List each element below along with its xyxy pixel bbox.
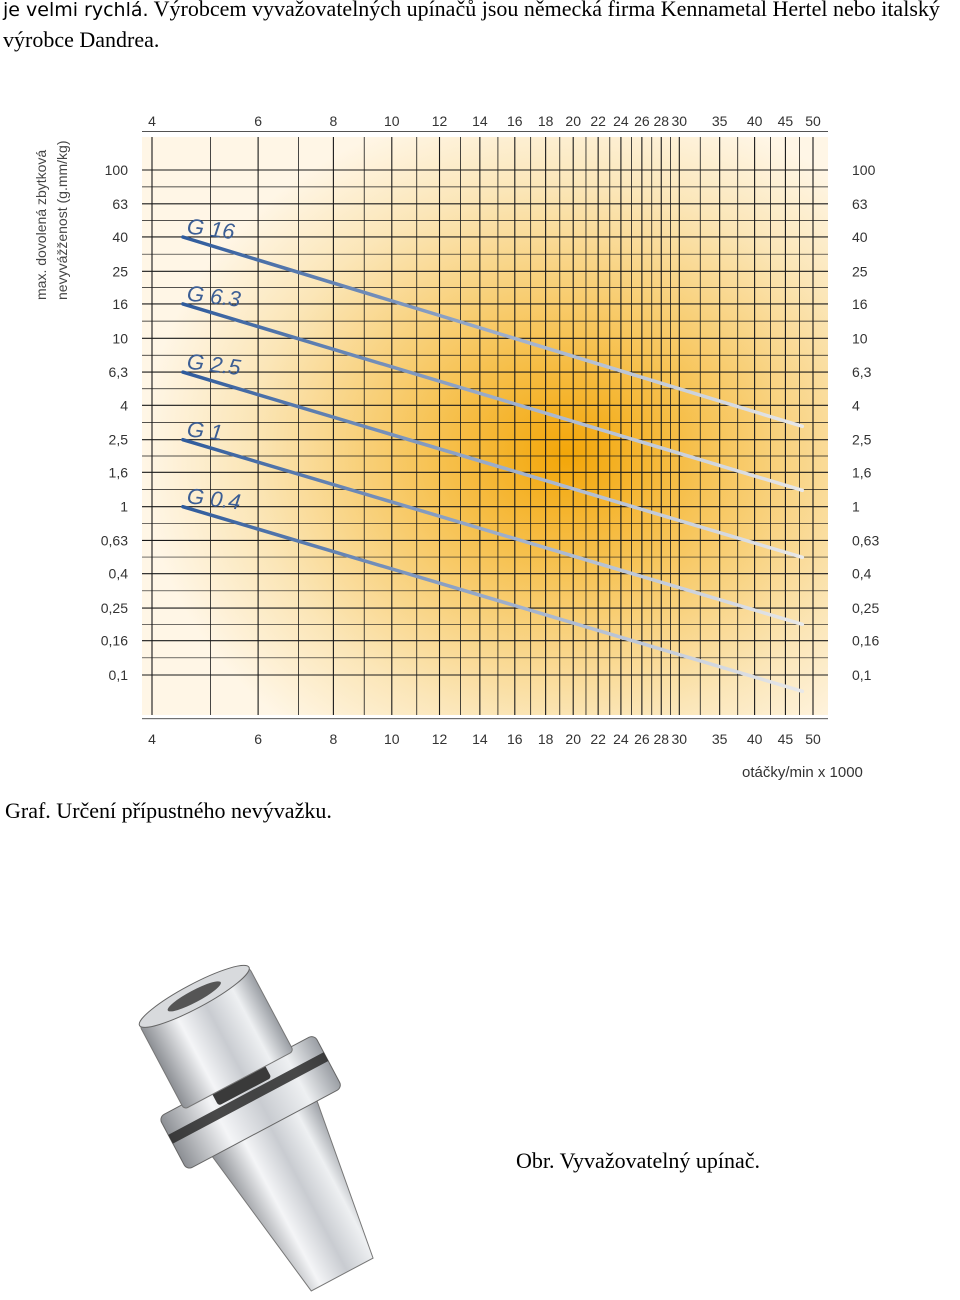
y-tick-label-left: 63 — [112, 196, 128, 212]
y-tick-label-left: 2,5 — [109, 432, 129, 448]
x-tick-label-top: 14 — [472, 113, 488, 129]
y-axis-title-line1: max. dovolená zbytková — [33, 150, 49, 300]
y-tick-label-left: 1,6 — [109, 464, 129, 480]
y-tick-labels: 100 100 63 63 40 40 25 25 16 16 10 10 6,3 6,3 4 4 2,5 2,5… — [101, 162, 880, 683]
y-tick-label-left: 1 — [120, 499, 128, 515]
x-tick-label-top: 10 — [384, 113, 400, 129]
x-tick-label-top: 45 — [778, 113, 794, 129]
y-tick-label-right: 25 — [852, 263, 868, 279]
intro-rest: Výrobcem vyvažovatelných upínačů jsou ně… — [3, 0, 940, 52]
x-tick-label-bottom: 24 — [613, 731, 629, 747]
x-tick-label-top: 20 — [565, 113, 581, 129]
x-tick-label-bottom: 8 — [330, 731, 338, 747]
figure-caption: Graf. Určení přípustného nevývažku. — [5, 798, 332, 823]
y-tick-label-right: 0,63 — [852, 532, 879, 548]
series-line — [181, 504, 805, 694]
y-tick-label-left: 40 — [112, 229, 128, 245]
y-tick-label-right: 1,6 — [852, 464, 872, 480]
x-tick-label-top: 16 — [507, 113, 523, 129]
x-tick-label-top: 24 — [613, 113, 629, 129]
x-tick-label-bottom: 26 — [634, 731, 650, 747]
chart-grid — [142, 131, 828, 720]
intro-paragraph: je velmi rychlá. Výrobcem vyvažovatelnýc… — [3, 0, 958, 55]
x-tick-label-top: 30 — [672, 113, 688, 129]
y-tick-label-left: 0,25 — [101, 600, 128, 616]
series-label: G 16 — [186, 214, 237, 245]
x-tick-label-bottom: 45 — [778, 731, 794, 747]
x-tick-label-bottom: 20 — [565, 731, 581, 747]
x-tick-label-top: 26 — [634, 113, 650, 129]
x-tick-label-top: 4 — [148, 113, 156, 129]
y-tick-label-right: 0,25 — [852, 600, 879, 616]
photo-caption: Obr. Vyvažovatelný upínač. — [516, 1148, 760, 1173]
x-tick-label-bottom: 6 — [254, 731, 262, 747]
x-tick-label-top: 28 — [653, 113, 669, 129]
y-tick-label-left: 16 — [112, 296, 128, 312]
y-tick-label-left: 10 — [112, 330, 128, 346]
y-tick-label-right: 63 — [852, 196, 868, 212]
x-tick-label-top: 8 — [330, 113, 338, 129]
y-tick-label-right: 10 — [852, 330, 868, 346]
y-tick-label-right: 4 — [852, 397, 860, 413]
balancing-chart: 4466881010121214141616181820202222242426… — [33, 113, 880, 747]
y-tick-label-right: 2,5 — [852, 432, 872, 448]
y-tick-label-left: 0,4 — [109, 566, 129, 582]
series-label: G 1 — [186, 416, 224, 445]
y-tick-label-left: 6,3 — [109, 364, 129, 380]
x-tick-label-bottom: 12 — [432, 731, 448, 747]
y-tick-label-right: 0,1 — [852, 667, 872, 683]
y-tick-label-right: 40 — [852, 229, 868, 245]
x-tick-label-bottom: 28 — [653, 731, 669, 747]
y-tick-label-left: 4 — [120, 397, 128, 413]
tool-holder-image — [138, 964, 374, 1292]
y-tick-label-right: 16 — [852, 296, 868, 312]
y-tick-label-right: 0,4 — [852, 566, 872, 582]
series-line — [181, 437, 805, 627]
x-tick-label-top: 18 — [538, 113, 554, 129]
y-tick-label-right: 1 — [852, 499, 860, 515]
x-tick-label-top: 40 — [747, 113, 763, 129]
series-line — [181, 302, 805, 493]
intro-prefix: je velmi rychlá. — [3, 0, 149, 21]
x-tick-label-bottom: 50 — [805, 731, 821, 747]
x-tick-label-bottom: 30 — [672, 731, 688, 747]
y-tick-label-left: 0,16 — [101, 633, 128, 649]
series-line — [181, 370, 805, 560]
x-tick-label-bottom: 4 — [148, 731, 156, 747]
x-axis-title: otáčky/min x 1000 — [742, 764, 863, 781]
y-tick-label-left: 25 — [112, 263, 128, 279]
x-tick-label-bottom: 22 — [590, 731, 606, 747]
y-axis-title: max. dovolená zbytková nevyvážženost (g.… — [33, 141, 70, 301]
chart-series: G 16G 6.3G 2.5G 1G 0.4 — [181, 214, 805, 694]
x-tick-label-bottom: 14 — [472, 731, 488, 747]
y-tick-label-left: 100 — [105, 162, 129, 178]
x-tick-label-top: 6 — [254, 113, 262, 129]
x-tick-label-bottom: 18 — [538, 731, 554, 747]
x-tick-label-bottom: 16 — [507, 731, 523, 747]
x-tick-label-bottom: 40 — [747, 731, 763, 747]
y-tick-label-right: 6,3 — [852, 364, 872, 380]
y-tick-label-right: 100 — [852, 162, 876, 178]
y-tick-label-left: 0,1 — [109, 667, 129, 683]
chart-background — [142, 137, 828, 715]
x-tick-label-top: 50 — [805, 113, 821, 129]
x-tick-label-top: 22 — [590, 113, 606, 129]
y-tick-label-right: 0,16 — [852, 633, 879, 649]
y-tick-label-left: 0,63 — [101, 532, 128, 548]
x-tick-label-top: 12 — [432, 113, 448, 129]
x-tick-label-bottom: 35 — [712, 731, 728, 747]
y-axis-title-line2: nevyvážženost (g.mm/kg) — [54, 141, 70, 301]
series-line — [181, 235, 805, 429]
x-tick-label-top: 35 — [712, 113, 728, 129]
x-tick-labels: 4 4 6 6 8 8 10 10 12 12 14 14 16 16 18 18 20 20 22 22 24 24 26… — [148, 113, 821, 747]
x-tick-label-bottom: 10 — [384, 731, 400, 747]
